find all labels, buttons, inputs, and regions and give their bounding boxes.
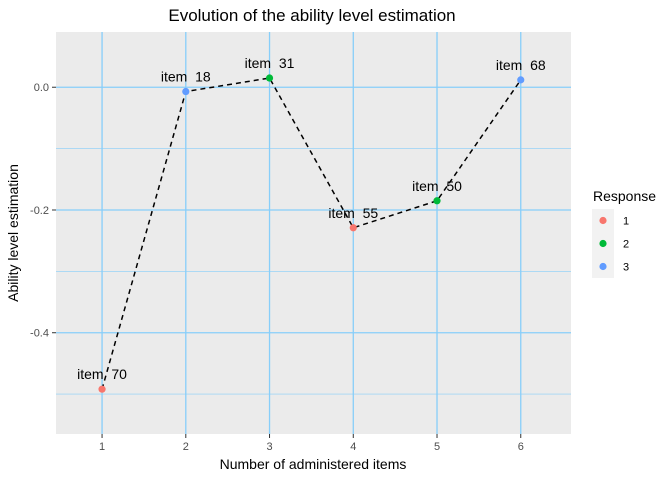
point-label-2: item 18 [161,69,211,85]
point-label-5: item 50 [412,178,462,194]
y-axis-title: Ability level estimation [5,164,21,302]
x-tick-label-3: 4 [350,441,356,453]
major-gridlines [56,32,571,434]
x-axis-ticks: 1 2 3 4 5 6 [99,434,524,453]
legend-key-dot-3 [599,262,607,271]
legend-keys: 1 2 3 [592,209,629,278]
legend-label-2: 2 [623,239,629,251]
x-axis-title: Number of administered items [220,456,407,472]
data-point-5 [433,197,441,205]
x-tick-label-2: 3 [266,441,272,453]
legend: Response 1 2 3 [592,188,656,278]
data-point-6 [517,76,525,84]
estimation-path-line [101,77,522,390]
x-tick-label-4: 5 [434,441,440,453]
minor-gridlines [56,148,571,395]
data-points [98,74,525,393]
y-axis-ticks: 0.0 -0.2 -0.4 [30,82,56,340]
y-tick-label-0: 0.0 [34,82,49,94]
x-tick-label-0: 1 [99,441,105,453]
point-label-6: item 68 [496,57,546,73]
legend-label-1: 1 [623,216,629,228]
plot-panel [56,32,571,434]
x-tick-label-5: 6 [518,441,524,453]
point-labels: item 70 item 18 item 31 item 55 item 50 item … [77,55,546,382]
data-point-4 [349,224,357,232]
point-label-1: item 70 [77,366,127,382]
chart-title: Evolution of the ability level estimatio… [168,6,455,25]
legend-key-dot-1 [599,216,607,225]
y-tick-label-1: -0.2 [30,205,49,217]
legend-key-dot-2 [599,239,607,248]
point-label-3: item 31 [245,55,295,71]
data-point-3 [265,74,274,82]
legend-label-3: 3 [623,262,629,274]
data-point-1 [98,385,106,393]
y-tick-label-2: -0.4 [30,328,49,340]
point-label-4: item 55 [328,205,378,221]
x-tick-label-1: 2 [183,441,189,453]
data-point-2 [182,87,190,96]
legend-title: Response [593,188,656,204]
